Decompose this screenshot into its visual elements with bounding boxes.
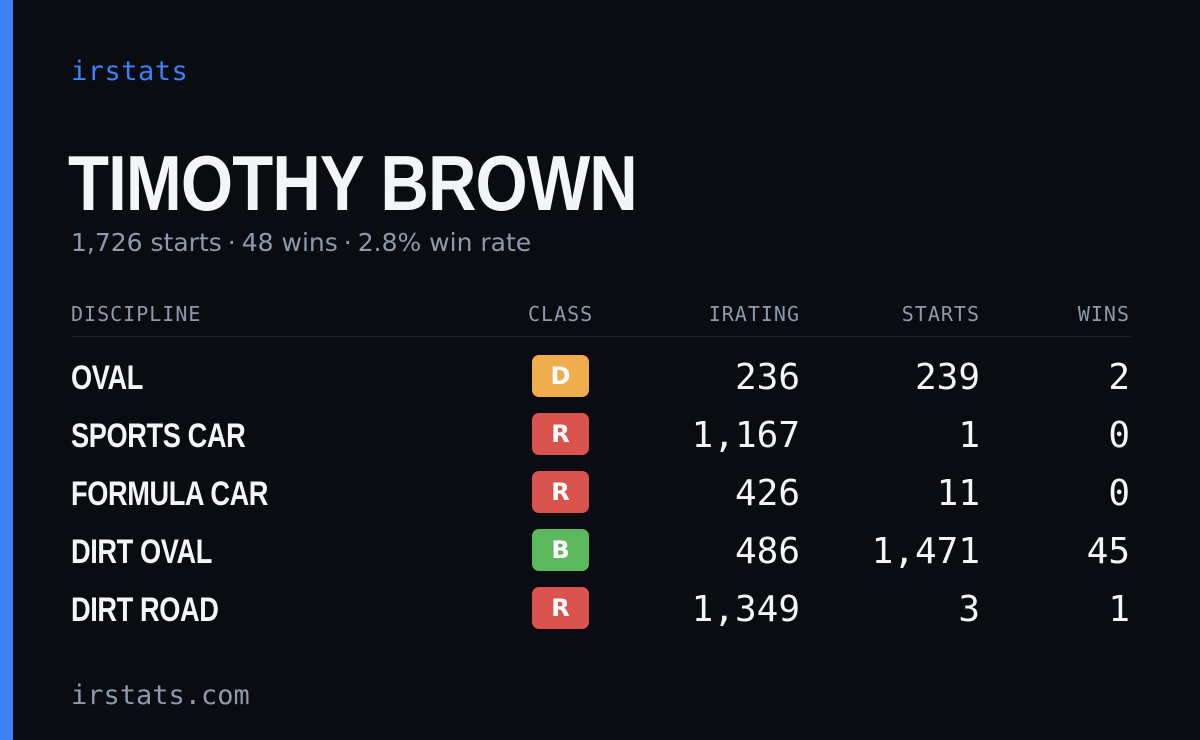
header-wins: WINS <box>1077 302 1130 326</box>
discipline-name: OVAL <box>71 359 143 397</box>
header-irating: IRATING <box>708 302 800 326</box>
header-class: CLASS <box>528 302 594 326</box>
table-header: DISCIPLINE CLASS IRATING STARTS WINS <box>71 296 1131 337</box>
starts-summary: 1,726 starts <box>71 228 222 257</box>
discipline-name: DIRT ROAD <box>71 591 219 629</box>
summary-separator: · <box>343 228 352 257</box>
class-badge: R <box>532 413 589 455</box>
header-starts: STARTS <box>901 302 980 326</box>
irating-value: 1,167 <box>691 415 800 456</box>
win-rate-summary: 2.8% win rate <box>357 228 532 257</box>
wins-value: 0 <box>1108 415 1130 456</box>
class-badge: B <box>532 529 589 571</box>
discipline-name: FORMULA CAR <box>71 475 269 513</box>
table-row: FORMULA CAR R 426 11 0 <box>71 453 1131 514</box>
wins-value: 45 <box>1086 531 1130 572</box>
wins-value: 2 <box>1108 357 1130 398</box>
irating-value: 426 <box>734 473 800 514</box>
footer-url: irstats.com <box>71 680 250 711</box>
table-row: DIRT ROAD R 1,349 3 1 <box>71 569 1131 630</box>
irating-value: 236 <box>734 357 800 398</box>
starts-value: 11 <box>936 473 980 514</box>
starts-value: 1,471 <box>871 531 980 572</box>
summary-separator: · <box>227 228 236 257</box>
discipline-name: SPORTS CAR <box>71 417 246 455</box>
header-discipline: DISCIPLINE <box>71 302 202 326</box>
irating-value: 1,349 <box>691 589 800 630</box>
starts-value: 3 <box>958 589 980 630</box>
table-row: SPORTS CAR R 1,167 1 0 <box>71 395 1131 456</box>
class-badge: R <box>532 587 589 629</box>
discipline-name: DIRT OVAL <box>71 533 212 571</box>
player-summary: 1,726 starts · 48 wins · 2.8% win rate <box>71 228 531 257</box>
starts-value: 239 <box>914 357 980 398</box>
table-row: DIRT OVAL B 486 1,471 45 <box>71 511 1131 572</box>
stats-table: DISCIPLINE CLASS IRATING STARTS WINS OVA… <box>71 296 1131 630</box>
class-badge: D <box>532 355 589 397</box>
wins-summary: 48 wins <box>241 228 338 257</box>
starts-value: 1 <box>958 415 980 456</box>
wins-value: 1 <box>1108 589 1130 630</box>
wins-value: 0 <box>1108 473 1130 514</box>
player-name: TIMOTHY BROWN <box>68 139 638 227</box>
irating-value: 486 <box>734 531 800 572</box>
brand-logo: irstats <box>71 56 189 87</box>
class-badge: R <box>532 471 589 513</box>
accent-bar <box>0 0 13 740</box>
table-row: OVAL D 236 239 2 <box>71 337 1131 398</box>
